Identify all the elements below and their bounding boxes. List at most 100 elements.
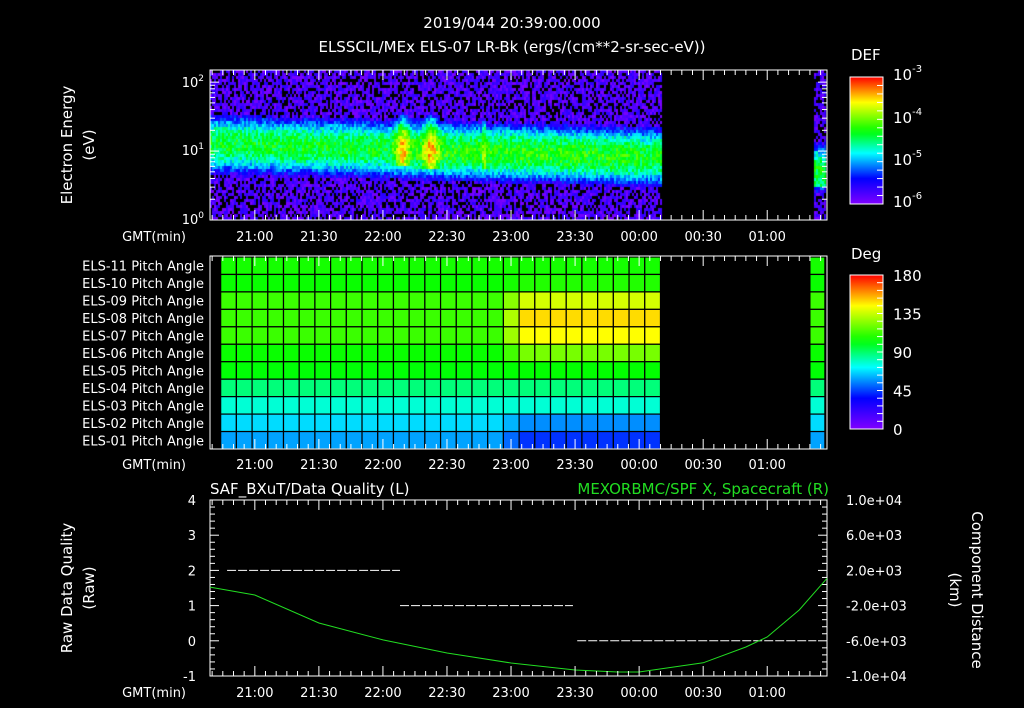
pitch-cell [534, 291, 552, 310]
pitch-cell [502, 291, 520, 310]
pitch-cell [220, 396, 237, 415]
pitch-cell [549, 326, 567, 345]
pitch-cell [471, 273, 489, 293]
pitch-cell [330, 361, 347, 380]
def-label-1e-3: 10-3 [893, 64, 922, 84]
def-label-1e-6: 10-6 [893, 191, 922, 211]
pitch-cell [612, 308, 630, 328]
time-tick-label: 00:00 [620, 458, 657, 473]
pitch-cell [408, 291, 426, 310]
pitch-cell [424, 256, 442, 276]
pitch-cell [612, 343, 630, 363]
pitch-row-labels: ELS-11 Pitch Angle ELS-10 Pitch Angle ELS-… [82, 260, 204, 450]
pitch-cell [408, 430, 426, 450]
pitch-cell-strip [809, 256, 826, 276]
pitch-cell [392, 343, 410, 363]
time-tick-label: 00:30 [684, 458, 721, 473]
pitch-cell [628, 413, 646, 433]
pitch-cell [549, 343, 567, 363]
pitch-cell [220, 361, 237, 380]
pitch-cell [549, 361, 567, 380]
pitch-row-label: ELS-02 Pitch Angle [82, 417, 204, 432]
pitch-cell [345, 326, 363, 345]
pitch-cell [424, 396, 442, 415]
pitch-cell [377, 430, 395, 450]
pitch-cell [565, 273, 583, 293]
def-colorbar-ticks [877, 84, 883, 197]
pitch-cell [518, 291, 536, 310]
pitch-cell [565, 396, 583, 415]
right-ytick-label: 1.0e+04 [846, 494, 902, 509]
pitch-cell [392, 308, 410, 328]
pitch-cell [392, 256, 410, 276]
pitch-cell [455, 256, 473, 276]
pitch-cell [549, 413, 567, 433]
pitch-cell-strip [809, 430, 826, 450]
pitch-cell [235, 396, 253, 415]
pitch-cell [628, 361, 646, 380]
spectrogram-yticks [210, 81, 827, 221]
pitch-row-label: ELS-06 Pitch Angle [82, 347, 204, 362]
pitch-cell [298, 291, 316, 310]
pitch-cell [439, 413, 457, 433]
pitch-cell [612, 378, 630, 398]
pitch-cell [612, 273, 630, 293]
pitch-cell [392, 361, 410, 380]
right-ytick-label: -2.0e+03 [846, 600, 907, 615]
pitch-cell [298, 378, 316, 398]
pitch-cell [471, 308, 489, 328]
pitch-cell [455, 396, 473, 415]
pitch-cell [377, 291, 395, 310]
pitch-cell [597, 326, 614, 345]
time-axis-label: GMT(min) [122, 230, 186, 245]
pitch-cell [455, 291, 473, 310]
quality-frame [209, 499, 828, 677]
deg-label: 0 [893, 421, 903, 439]
pitch-cell [581, 308, 599, 328]
pitch-cell [455, 273, 473, 293]
pitch-cell [345, 413, 363, 433]
pitch-cell [408, 326, 426, 345]
def-label-1e-4: 10-4 [893, 107, 922, 127]
left-series-title: SAF_BXuT/Data Quality (L) [210, 480, 410, 499]
pitch-cell [455, 430, 473, 450]
pitch-cell [565, 430, 583, 450]
pitch-cell [220, 343, 237, 363]
time-tick-label: 22:00 [364, 230, 401, 245]
pitch-cell [549, 430, 567, 450]
pitch-cell [314, 291, 332, 310]
pitch-cell [644, 378, 662, 398]
pitch-cell [597, 273, 614, 293]
pitch-cell [282, 413, 300, 433]
pitch-cell [330, 343, 347, 363]
pitch-cell-strip [809, 378, 826, 398]
pitch-cell [220, 413, 237, 433]
pitch-cell [471, 361, 489, 380]
pitch-cell [235, 378, 253, 398]
pitch-cell [518, 308, 536, 328]
pitch-cell [361, 308, 379, 328]
pitch-cell [628, 343, 646, 363]
spectrogram-ylabel-2: (eV) [80, 129, 98, 160]
quality-axes: 4 1.0e+04 3 6.0e+03 2 2.0e+03 1 -2.0e+03 0 -6.0e+… [183, 494, 907, 685]
pitch-cell [361, 396, 379, 415]
pitch-cell [408, 343, 426, 363]
pitch-cell [251, 396, 269, 415]
time-tick-label: 22:30 [428, 458, 465, 473]
pitch-cell [581, 413, 599, 433]
pitch-cell [267, 378, 285, 398]
def-colorbar [849, 76, 884, 205]
pitch-cell [487, 326, 505, 345]
pitch-cell [612, 361, 630, 380]
deg-label: 135 [893, 306, 922, 324]
pitch-cell-strip [809, 326, 826, 345]
pitch-cell [597, 308, 614, 328]
pitch-cell [267, 291, 285, 310]
pitch-cell [392, 396, 410, 415]
pitch-cell [565, 308, 583, 328]
pitch-cell [502, 326, 520, 345]
pitch-angle-panel: ELS-11 Pitch Angle ELS-10 Pitch Angle ELS-… [82, 245, 922, 450]
left-ylabel-2: (Raw) [80, 566, 98, 609]
pitch-cell [628, 273, 646, 293]
pitch-cell [298, 273, 316, 293]
